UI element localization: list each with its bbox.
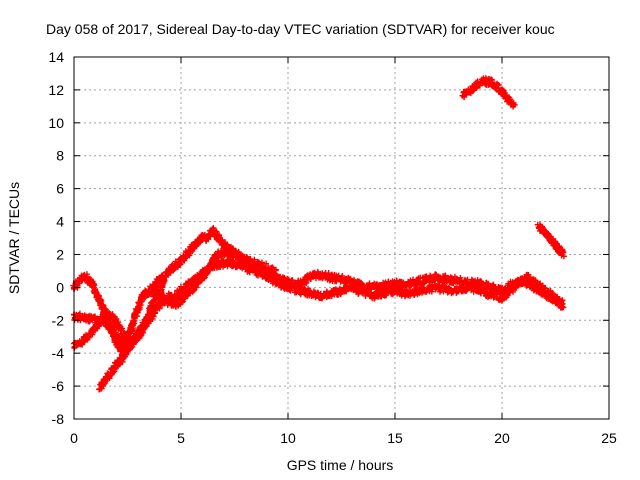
- data-point: [160, 276, 167, 283]
- data-point: [215, 235, 222, 242]
- y-tick-label: 8: [56, 148, 64, 164]
- data-point: [470, 283, 477, 290]
- x-axis-title: GPS time / hours: [287, 457, 394, 473]
- series-track-f: [459, 75, 518, 110]
- data-point: [111, 366, 118, 373]
- y-tick-label: -2: [52, 312, 65, 328]
- x-tick-label: 15: [387, 430, 403, 446]
- data-point: [371, 295, 378, 302]
- y-tick-label: 0: [56, 279, 64, 295]
- x-tick-label: 10: [280, 430, 296, 446]
- x-tick-label: 5: [177, 430, 185, 446]
- y-tick-label: -6: [52, 378, 65, 394]
- data-point: [271, 270, 278, 277]
- y-tick-label: 10: [48, 115, 64, 131]
- y-tick-label: -8: [52, 411, 65, 427]
- data-point: [526, 274, 533, 281]
- x-tick-label: 25: [601, 430, 617, 446]
- plot-frame: [73, 56, 610, 420]
- y-tick-label: 4: [56, 214, 64, 230]
- data-point: [337, 291, 344, 298]
- y-tick-label: -4: [52, 345, 65, 361]
- y-axis-title: SDTVAR / TECUs: [6, 182, 22, 294]
- chart-title: Day 058 of 2017, Sidereal Day-to-day VTE…: [46, 21, 555, 37]
- data-point: [510, 288, 517, 295]
- data-point: [80, 272, 87, 279]
- y-tick-label: 6: [56, 181, 64, 197]
- data-point: [510, 103, 517, 110]
- data-point: [476, 82, 483, 89]
- data-point: [118, 325, 125, 332]
- data-point: [325, 270, 332, 277]
- grid-lines: [74, 57, 609, 419]
- y-tick-label: 2: [56, 246, 64, 262]
- data-point: [457, 274, 464, 281]
- data-point: [532, 277, 539, 284]
- data-point: [258, 259, 265, 266]
- data-point: [419, 289, 426, 296]
- data-series: [70, 75, 567, 393]
- y-tick-label: 14: [48, 49, 64, 65]
- data-point: [560, 253, 567, 260]
- series-track-d: [96, 274, 168, 393]
- series-track-e: [147, 245, 279, 310]
- data-point: [272, 267, 279, 274]
- data-point: [495, 82, 502, 89]
- x-tick-label: 0: [70, 430, 78, 446]
- data-point: [101, 380, 108, 387]
- y-tick-label: 12: [48, 82, 64, 98]
- data-point: [351, 282, 358, 289]
- data-point: [130, 319, 137, 326]
- data-point: [559, 303, 566, 310]
- data-point: [512, 283, 519, 290]
- axes: 0 5 10 15 20 25 -8 -6 -4 -2 0 2 4 6 8 10 12 14: [48, 49, 617, 446]
- data-point: [117, 337, 124, 344]
- data-point: [559, 246, 566, 253]
- series-track-g: [534, 221, 567, 260]
- data-point: [177, 260, 184, 267]
- x-tick-label: 20: [494, 430, 510, 446]
- data-point: [263, 260, 270, 267]
